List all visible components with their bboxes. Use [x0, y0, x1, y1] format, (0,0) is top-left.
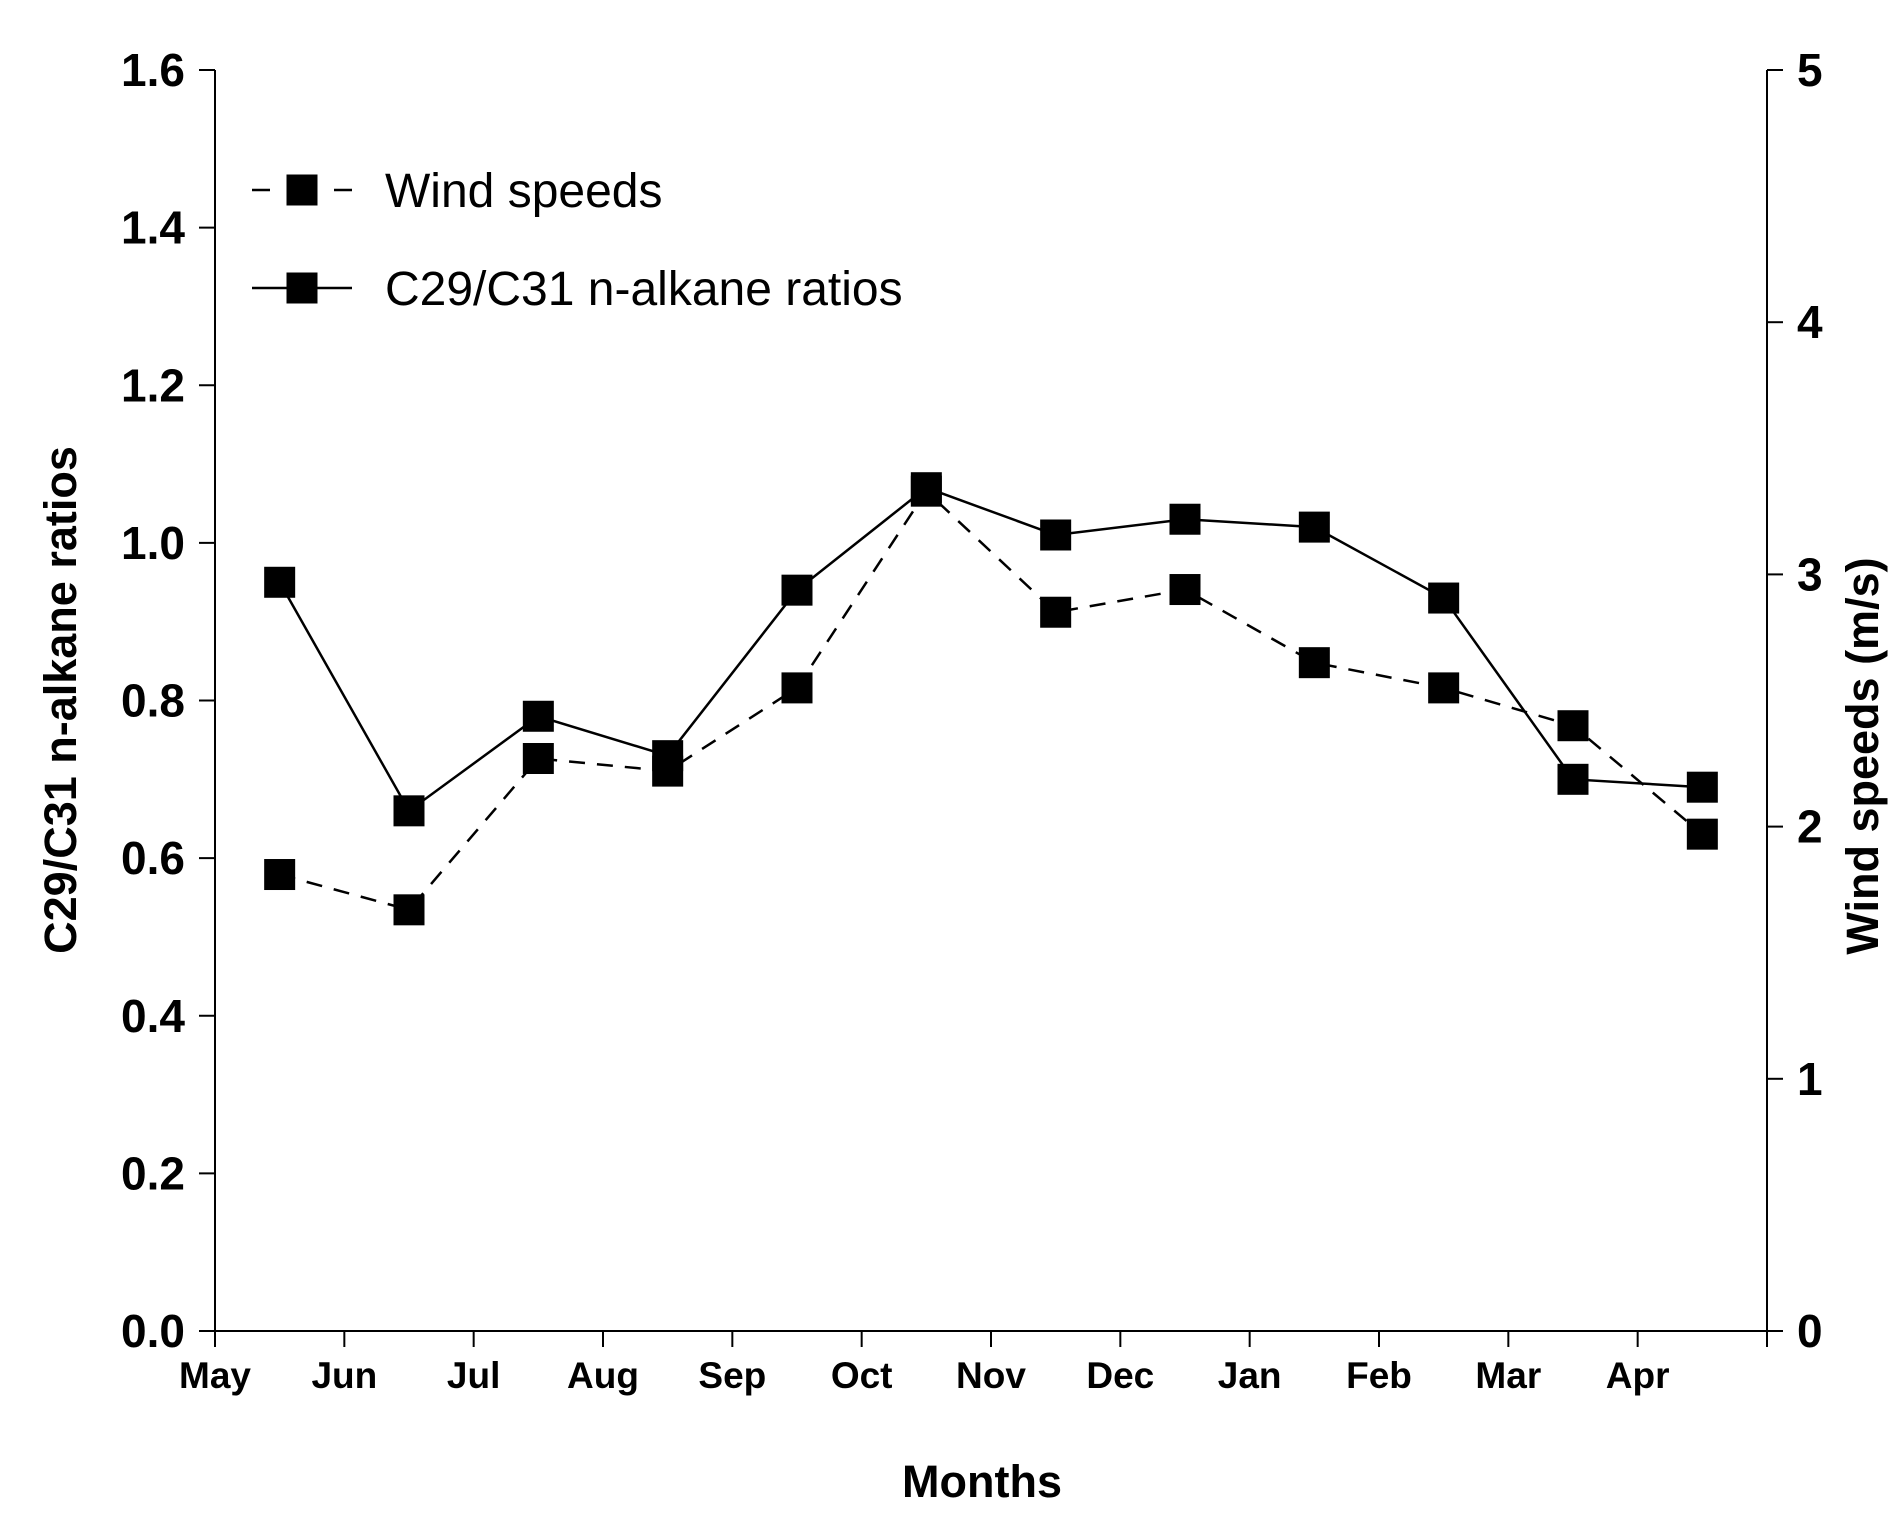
data-point [1298, 647, 1330, 679]
left-tick-label: 0.4 [121, 990, 185, 1042]
data-point [781, 574, 813, 606]
data-point [781, 672, 813, 704]
data-point [1040, 519, 1072, 551]
x-tick-label: Jan [1218, 1355, 1282, 1396]
data-point [393, 894, 425, 926]
left-tick-label: 0.8 [121, 675, 185, 727]
left-tick-label: 0.0 [121, 1305, 185, 1357]
data-point [1428, 672, 1460, 704]
x-tick-label: Aug [567, 1355, 639, 1396]
right-tick-label: 4 [1797, 296, 1823, 348]
data-point [1428, 582, 1460, 614]
left-tick-label: 1.6 [121, 44, 185, 96]
data-point [1686, 771, 1718, 803]
legend-marker [286, 272, 318, 304]
left-tick-label: 1.4 [121, 202, 185, 254]
data-point [522, 743, 554, 775]
right-tick-label: 1 [1797, 1053, 1823, 1105]
legend-label: Wind speeds [385, 165, 662, 218]
series-alkane-ratios [264, 472, 1718, 827]
legend-entry: C29/C31 n-alkane ratios [252, 263, 903, 316]
x-tick-label: Jun [311, 1355, 377, 1396]
data-point [264, 566, 296, 598]
data-point [522, 700, 554, 732]
x-tick-label: Dec [1086, 1355, 1154, 1396]
legend-label: C29/C31 n-alkane ratios [385, 263, 903, 316]
left-tick-label: 1.0 [121, 517, 185, 569]
left-tick-label: 1.2 [121, 359, 185, 411]
x-tick-label: Feb [1346, 1355, 1412, 1396]
x-tick-label: Nov [956, 1355, 1026, 1396]
legend: Wind speeds C29/C31 n-alkane ratios [252, 165, 903, 316]
x-tick-label: Jul [447, 1355, 500, 1396]
data-point [1557, 710, 1589, 742]
data-point [652, 740, 684, 772]
right-tick-label: 3 [1797, 548, 1823, 600]
legend-entry: Wind speeds [252, 165, 662, 218]
left-tick-label: 0.2 [121, 1147, 185, 1199]
x-tick-label: May [179, 1355, 251, 1396]
right-tick-label: 0 [1797, 1305, 1823, 1357]
left-axis-title: C29/C31 n-alkane ratios [35, 446, 86, 954]
axes: 0.0 0.2 0.4 0.6 0.8 1.0 1.2 1.4 1.6 0 1 2 3 4 5 May Jun J… [35, 44, 1888, 1507]
data-point [1169, 574, 1201, 606]
data-point [1557, 763, 1589, 795]
data-point [1169, 503, 1201, 535]
x-axis-title: Months [902, 1456, 1062, 1507]
data-point [910, 472, 942, 504]
x-tick-label: Oct [831, 1355, 893, 1396]
x-tick-label: Sep [698, 1355, 766, 1396]
legend-marker [286, 174, 318, 206]
x-tick-label: Mar [1475, 1355, 1541, 1396]
left-tick-label: 0.6 [121, 832, 185, 884]
right-tick-label: 2 [1797, 801, 1823, 853]
right-tick-label: 5 [1797, 44, 1823, 96]
data-point [264, 859, 296, 891]
data-point [1686, 818, 1718, 850]
series-wind-speeds [264, 475, 1718, 926]
series-layer [264, 472, 1718, 926]
data-point [1040, 596, 1072, 628]
right-axis-title: Wind speeds (m/s) [1837, 557, 1888, 954]
series-line [279, 489, 1704, 912]
data-point [393, 795, 425, 827]
series-line [278, 486, 1703, 813]
x-tick-label: Apr [1606, 1355, 1670, 1396]
data-point [1298, 511, 1330, 543]
